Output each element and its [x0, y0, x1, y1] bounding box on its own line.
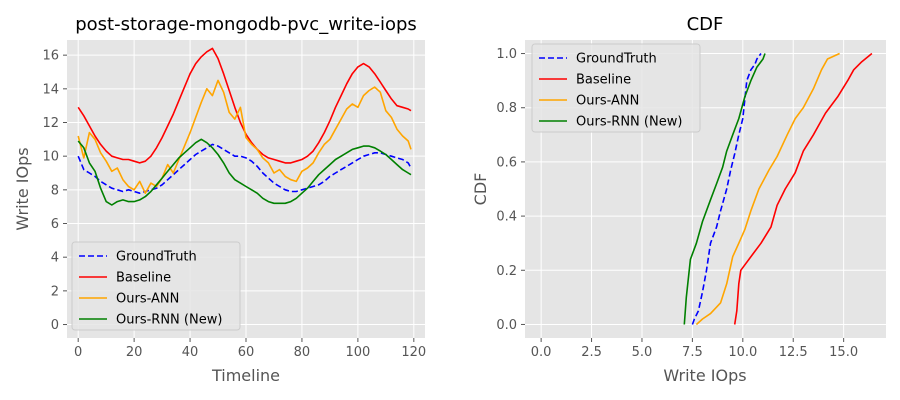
y-tick-label: 14	[42, 82, 59, 97]
left-y-axis-label: Write IOps	[13, 147, 32, 230]
legend-label-ours-rnn-new: Ours-RNN (New)	[116, 313, 222, 328]
left-x-axis-label: Timeline	[211, 366, 280, 385]
x-tick-label: 10.0	[728, 345, 757, 360]
y-tick-label: 16	[42, 49, 59, 64]
x-tick-label: 12.5	[779, 345, 808, 360]
legend-label-ours-ann: Ours-ANN	[576, 94, 639, 109]
y-tick-label: 1.0	[496, 47, 517, 62]
left-chart-title: post-storage-mongodb-pvc_write-iops	[75, 14, 417, 35]
y-tick-label: 4	[51, 251, 59, 266]
left-legend: GroundTruth Baseline Ours-ANN Ours-RNN (New…	[71, 241, 241, 331]
legend-box	[71, 241, 241, 331]
series-line-ours-rnn-new	[683, 53, 766, 325]
legend-label-groundtruth: GroundTruth	[116, 250, 197, 265]
left-y-ticks: 0 2 4 6 8 10 12 14 16	[42, 49, 67, 333]
legend-label-ours-rnn-new: Ours-RNN (New)	[576, 115, 682, 130]
series-line-baseline	[733, 52, 873, 325]
x-tick-label: 5.0	[632, 345, 653, 360]
left-grid	[67, 40, 425, 338]
time-series-chart: 0 20 40 60 80 100 120 0 2 4 6 8 10 12 14 16 post-stora…	[13, 14, 426, 385]
y-tick-label: 8	[51, 183, 59, 198]
y-tick-label: 12	[42, 116, 59, 131]
series-line-ours-ann	[77, 79, 412, 194]
legend-label-baseline: Baseline	[116, 271, 171, 286]
right-legend: GroundTruth Baseline Ours-ANN Ours-RNN (New…	[531, 43, 701, 133]
right-x-ticks: 0.0 2.5 5.0 7.5 10.0 12.5 15.0	[531, 338, 858, 360]
series-line-ours-rnn-new	[77, 138, 412, 206]
left-x-ticks: 0 20 40 60 80 100 120	[74, 338, 426, 360]
x-tick-label: 40	[182, 345, 199, 360]
y-tick-label: 2	[51, 284, 59, 299]
legend-box	[531, 43, 701, 133]
x-tick-label: 20	[126, 345, 143, 360]
right-x-axis-label: Write IOps	[663, 366, 746, 385]
x-tick-label: 60	[238, 345, 255, 360]
y-tick-label: 0.8	[496, 101, 517, 116]
legend-label-groundtruth: GroundTruth	[576, 52, 657, 67]
y-tick-label: 6	[51, 217, 59, 232]
x-tick-label: 100	[345, 345, 370, 360]
y-tick-label: 10	[42, 150, 59, 165]
series-line-ours-ann	[695, 52, 840, 326]
x-tick-label: 120	[401, 345, 426, 360]
y-tick-label: 0.4	[496, 210, 517, 225]
series-line-groundtruth	[77, 143, 412, 194]
right-series-group	[683, 52, 873, 326]
y-tick-label: 0	[51, 318, 59, 333]
x-tick-label: 15.0	[829, 345, 858, 360]
x-tick-label: 2.5	[581, 345, 602, 360]
legend-label-baseline: Baseline	[576, 73, 631, 88]
right-y-axis-label: CDF	[471, 173, 490, 206]
right-y-ticks: 0.0 0.2 0.4 0.6 0.8 1.0	[496, 47, 525, 333]
cdf-chart: 0.0 2.5 5.0 7.5 10.0 12.5 15.0 0.0 0.2 0.4 0.6 0.8…	[471, 14, 886, 385]
right-chart-title: CDF	[687, 14, 724, 35]
left-series-group	[77, 47, 412, 206]
x-tick-label: 7.5	[682, 345, 703, 360]
legend-label-ours-ann: Ours-ANN	[116, 292, 179, 307]
x-tick-label: 0	[74, 345, 82, 360]
y-tick-label: 0.6	[496, 155, 517, 170]
x-tick-label: 0.0	[531, 345, 552, 360]
x-tick-label: 80	[294, 345, 311, 360]
y-tick-label: 0.2	[496, 264, 517, 279]
y-tick-label: 0.0	[496, 318, 517, 333]
series-line-groundtruth	[691, 53, 762, 325]
